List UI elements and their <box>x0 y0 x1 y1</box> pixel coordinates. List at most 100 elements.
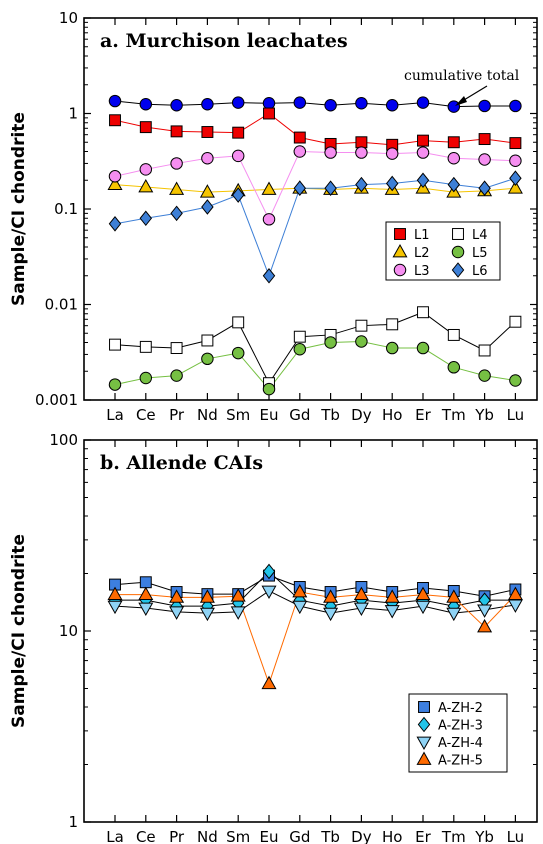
legend-marker <box>417 716 431 733</box>
data-point <box>386 318 399 331</box>
x-tick-label: Gd <box>289 406 310 424</box>
series-L6 <box>108 170 522 284</box>
data-point <box>509 154 522 167</box>
annotation-cumulative-total: cumulative total <box>404 68 520 84</box>
data-point <box>199 589 215 603</box>
data-point <box>355 136 368 149</box>
data-point <box>292 583 308 598</box>
legend-label: L2 <box>414 246 430 261</box>
x-tick-label: Tm <box>441 828 466 844</box>
legend-marker <box>452 228 464 240</box>
data-point <box>478 99 491 113</box>
y-tick-label: 10 <box>59 622 78 640</box>
data-point <box>415 600 431 615</box>
legend: L1 L2 L3 L4 L5 L6 <box>385 221 501 281</box>
x-tick-label: Tb <box>320 406 340 424</box>
data-point <box>477 618 493 633</box>
data-point <box>293 96 307 109</box>
data-point <box>355 319 368 332</box>
data-point <box>108 170 122 183</box>
data-point <box>261 181 277 195</box>
data-point <box>323 607 339 622</box>
data-point <box>509 315 522 328</box>
data-point <box>108 94 122 108</box>
data-point <box>199 184 215 198</box>
data-point <box>107 176 123 191</box>
x-tick-label: Ce <box>136 406 156 424</box>
data-point <box>199 607 215 622</box>
data-point <box>355 176 368 193</box>
x-tick-label: Ce <box>136 828 156 844</box>
data-point <box>261 675 277 690</box>
y-axis-label: Sample/CI chondrite <box>9 112 29 306</box>
y-tick-label: 1 <box>68 813 78 831</box>
data-point <box>262 382 276 396</box>
data-point <box>416 172 430 189</box>
data-point <box>293 343 307 356</box>
x-tick-label: Yb <box>474 828 494 844</box>
data-point <box>232 316 245 329</box>
y-tick-label: 0.01 <box>45 296 78 314</box>
data-point <box>169 589 185 603</box>
series-L2 <box>107 176 523 198</box>
data-point <box>323 589 339 603</box>
legend-label: L5 <box>472 246 488 261</box>
series-L1 <box>109 107 522 151</box>
data-point <box>384 589 400 603</box>
data-point <box>478 153 491 166</box>
series-A-ZH-4 <box>107 585 523 622</box>
data-point <box>478 369 491 382</box>
data-point <box>139 371 153 385</box>
data-point <box>384 605 400 619</box>
series-A-ZH-5 <box>107 583 523 690</box>
data-point <box>385 175 399 192</box>
data-point <box>447 361 461 374</box>
y-tick-label: 10 <box>59 9 78 27</box>
x-tick-label: Tb <box>320 828 340 844</box>
panel-a-murchison-leachates: 0.001 0.01 0.1 1 10 La Ce Pr Nd Sm Eu Gd Tb Dy Ho Er Tm Y… <box>9 9 538 424</box>
data-point <box>446 589 462 603</box>
data-point <box>262 213 276 226</box>
data-point <box>231 187 245 203</box>
data-point <box>139 163 153 176</box>
y-tick-label: 1 <box>68 105 78 123</box>
legend-label: L4 <box>472 228 488 243</box>
legend-label: A-ZH-2 <box>438 701 483 716</box>
data-point <box>138 602 154 616</box>
data-point <box>324 180 337 197</box>
legend-marker <box>416 736 432 751</box>
data-point <box>170 342 183 355</box>
data-point <box>170 157 183 170</box>
data-point <box>355 97 368 110</box>
data-point <box>139 98 153 111</box>
x-tick-label: Ho <box>382 406 402 424</box>
data-point <box>139 340 152 353</box>
x-tick-label: Dy <box>351 406 372 424</box>
legend: A-ZH-2 A-ZH-3 A-ZH-4 A-ZH-5 <box>408 693 508 773</box>
data-point <box>509 374 522 387</box>
x-tick-label: Pr <box>169 406 185 424</box>
series-L3 <box>108 145 522 226</box>
data-point <box>231 149 245 163</box>
x-tick-label: Gd <box>289 828 310 844</box>
y-tick-label: 100 <box>49 431 78 449</box>
data-point <box>324 99 337 112</box>
data-point <box>262 563 276 580</box>
legend-marker <box>393 263 407 277</box>
data-point <box>139 210 153 227</box>
data-point <box>446 607 462 622</box>
legend-label: L6 <box>472 264 488 279</box>
y-tick-label: 0.001 <box>35 391 78 409</box>
data-point <box>509 170 522 187</box>
x-tick-label: Eu <box>260 828 279 844</box>
data-point <box>107 600 123 615</box>
data-point <box>292 600 308 615</box>
data-point <box>231 96 245 109</box>
x-tick-label: Yb <box>474 406 494 424</box>
data-point <box>416 341 430 355</box>
series-cumulative-total <box>108 94 522 113</box>
x-tick-label: Er <box>415 828 431 844</box>
data-point <box>170 125 183 138</box>
data-point <box>262 97 276 110</box>
x-tick-label: Sm <box>226 406 250 424</box>
